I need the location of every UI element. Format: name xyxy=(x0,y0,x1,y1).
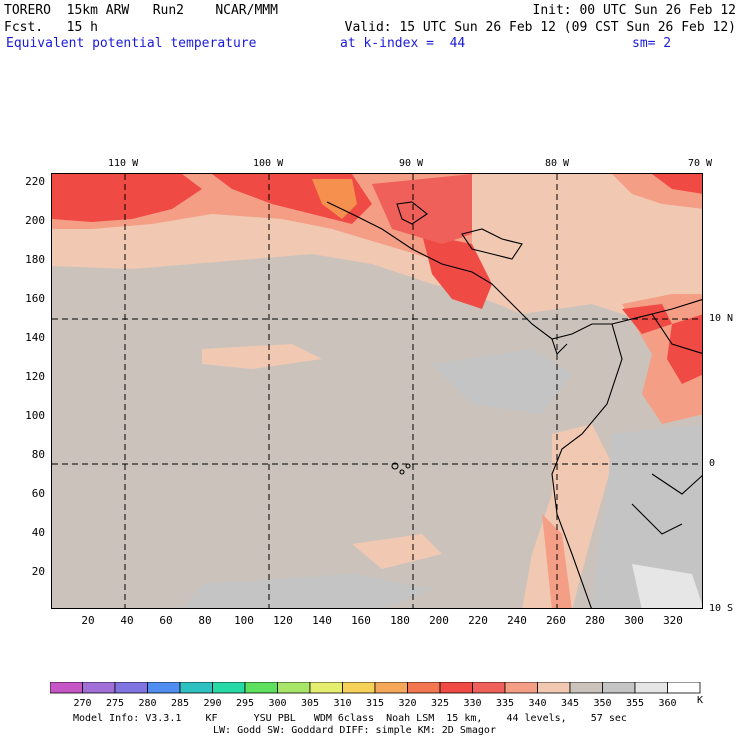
y-tick: 200 xyxy=(25,214,45,227)
lat-label: 10 N xyxy=(709,313,734,324)
colorbar-label: 310 xyxy=(333,698,351,709)
x-tick: 60 xyxy=(159,614,173,627)
lon-label: 80 W xyxy=(545,158,570,169)
x-tick: 140 xyxy=(312,614,332,627)
x-tick: 80 xyxy=(198,614,212,627)
physics-info: LW: Godd SW: Goddard DIFF: simple KM: 2D… xyxy=(213,725,496,736)
colorbar-label: 290 xyxy=(203,698,221,709)
colorbar-label: 355 xyxy=(626,698,644,709)
colorbar-swatch xyxy=(49,681,83,694)
x-tick: 280 xyxy=(585,614,605,627)
colorbar-swatch xyxy=(407,681,441,694)
colorbar-label: 360 xyxy=(658,698,676,709)
colorbar-swatch xyxy=(374,681,408,694)
y-tick: 120 xyxy=(25,370,45,383)
y-tick: 160 xyxy=(25,292,45,305)
y-tick: 80 xyxy=(31,448,45,461)
y-tick: 140 xyxy=(25,331,45,344)
y-tick: 40 xyxy=(31,526,45,539)
lon-label: 90 W xyxy=(399,158,424,169)
x-tick: 40 xyxy=(120,614,134,627)
forecast-hour: Fcst. 15 h xyxy=(4,20,98,35)
colorbar-swatch xyxy=(342,681,376,694)
colorbar-swatch xyxy=(439,681,473,694)
run-title: TORERO 15km ARW Run2 NCAR/MMM xyxy=(4,3,278,18)
colorbar-swatch xyxy=(212,681,246,694)
lon-label: 70 W xyxy=(688,158,713,169)
y-tick: 180 xyxy=(25,253,45,266)
valid-time: Valid: 15 UTC Sun 26 Feb 12 (09 CST Sun … xyxy=(344,20,736,35)
colorbar-label: 270 xyxy=(73,698,91,709)
x-tick: 100 xyxy=(234,614,254,627)
colorbar-unit: K xyxy=(697,695,704,706)
field-name: Equivalent potential temperature xyxy=(6,36,257,51)
colorbar-label: 345 xyxy=(561,698,579,709)
smoothing: sm= 2 xyxy=(632,36,672,51)
colorbar-swatch xyxy=(147,681,181,694)
init-time: Init: 00 UTC Sun 26 Feb 12 xyxy=(532,3,737,18)
colorbar-swatch xyxy=(82,681,116,694)
colorbar-swatches: 270 275 280 285 290 295 300 305 310 315 320 325 330 3… xyxy=(49,681,701,709)
colorbar-swatch xyxy=(537,681,571,694)
colorbar-label: 275 xyxy=(106,698,124,709)
colorbar-swatch xyxy=(179,681,213,694)
k-index: at k-index = 44 xyxy=(340,36,466,51)
y-tick: 20 xyxy=(31,565,45,578)
colorbar-label: 280 xyxy=(138,698,156,709)
x-tick: 260 xyxy=(546,614,566,627)
colorbar-swatch xyxy=(277,681,311,694)
x-tick: 300 xyxy=(624,614,644,627)
colorbar-swatch xyxy=(244,681,278,694)
colorbar-label: 335 xyxy=(496,698,514,709)
x-tick: 160 xyxy=(351,614,371,627)
colorbar-label: 340 xyxy=(528,698,546,709)
x-tick: 240 xyxy=(507,614,527,627)
colorbar-label: 325 xyxy=(431,698,449,709)
x-tick: 180 xyxy=(390,614,410,627)
map-panel xyxy=(51,173,703,609)
x-tick: 120 xyxy=(273,614,293,627)
colorbar-swatch xyxy=(667,681,701,694)
y-tick: 100 xyxy=(25,409,45,422)
colorbar-swatch xyxy=(634,681,668,694)
lon-label: 110 W xyxy=(108,158,139,169)
colorbar-label: 315 xyxy=(366,698,384,709)
colorbar-swatch xyxy=(114,681,148,694)
lat-label: 10 S xyxy=(709,603,734,614)
colorbar-swatch xyxy=(309,681,343,694)
colorbar-swatch xyxy=(602,681,636,694)
colorbar-label: 295 xyxy=(236,698,254,709)
colorbar-label: 330 xyxy=(463,698,481,709)
y-tick: 60 xyxy=(31,487,45,500)
lon-label: 100 W xyxy=(253,158,284,169)
lat-label: 0 xyxy=(709,458,716,469)
colorbar-swatch xyxy=(504,681,538,694)
colorbar-label: 300 xyxy=(268,698,286,709)
colorbar-swatch xyxy=(569,681,603,694)
theta-e-field xyxy=(52,174,702,608)
colorbar-label: 320 xyxy=(398,698,416,709)
colorbar: 270 275 280 285 290 295 300 305 310 315 320 325 330 3… xyxy=(49,681,710,716)
y-tick: 220 xyxy=(25,175,45,188)
x-tick: 220 xyxy=(468,614,488,627)
colorbar-label: 350 xyxy=(593,698,611,709)
colorbar-swatch xyxy=(472,681,506,694)
colorbar-label: 305 xyxy=(301,698,319,709)
model-info: Model Info: V3.3.1 KF YSU PBL WDM 6class… xyxy=(73,713,627,724)
x-tick: 20 xyxy=(81,614,95,627)
x-tick: 200 xyxy=(429,614,449,627)
colorbar-label: 285 xyxy=(171,698,189,709)
x-tick: 320 xyxy=(663,614,683,627)
